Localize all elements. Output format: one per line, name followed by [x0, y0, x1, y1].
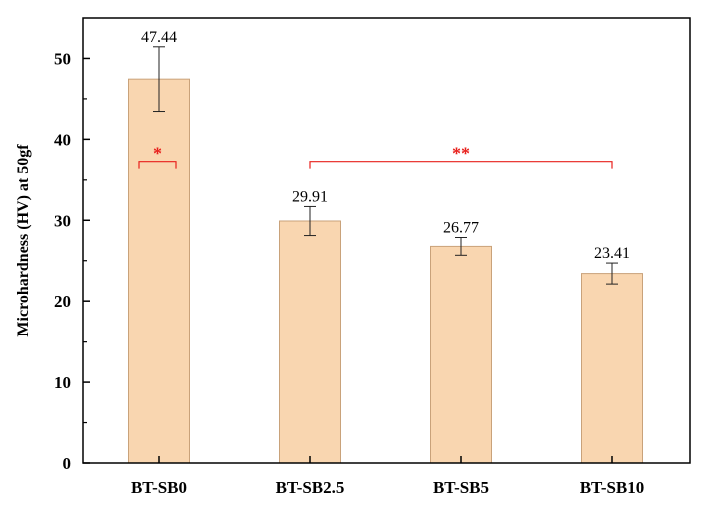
x-tick-label: BT-SB2.5: [276, 478, 345, 497]
data-label: 29.91: [292, 188, 328, 205]
bars-layer: [128, 78, 643, 464]
x-tick-label: BT-SB5: [433, 478, 489, 497]
bar-bt-sb0: [128, 78, 190, 464]
error-bar: [606, 262, 618, 285]
data-label: 26.77: [443, 220, 479, 237]
bar-bt-sb10: [581, 273, 643, 464]
y-tick-label: 0: [63, 454, 72, 473]
error-bars-layer: [153, 46, 618, 285]
y-axis-title: Microhardness (HV) at 50gf: [15, 144, 32, 337]
significance-bracket-line: [309, 161, 613, 169]
plot-frame: [82, 17, 691, 464]
y-tick-label: 20: [54, 292, 71, 311]
data-labels-layer: 47.44 29.91 26.77 23.41: [141, 29, 630, 262]
data-label: 23.41: [594, 245, 630, 262]
x-tick-label: BT-SB10: [580, 478, 645, 497]
error-bar: [455, 237, 467, 256]
significance-bracket: **: [309, 144, 613, 169]
axes-layer: 0 10 20 30 40 50 BT-SB0 BT-SB2.5 BT-SB5 BT-SB10: [54, 17, 691, 497]
significance-bracket-line: [138, 161, 177, 169]
y-tick-label: 10: [54, 373, 71, 392]
y-tick-label: 30: [54, 211, 71, 230]
error-bar: [153, 46, 165, 113]
x-tick-label: BT-SB0: [131, 478, 187, 497]
y-tick-label: 40: [54, 130, 71, 149]
significance-label: **: [452, 144, 470, 164]
error-bar: [304, 205, 316, 237]
y-tick-label: 50: [54, 49, 71, 68]
bar-bt-sb2-5: [279, 220, 341, 464]
significance-bracket: *: [138, 144, 177, 169]
significance-layer: * **: [138, 144, 613, 169]
bar-bt-sb5: [430, 245, 492, 464]
data-label: 47.44: [141, 29, 177, 46]
significance-label: *: [153, 144, 162, 164]
